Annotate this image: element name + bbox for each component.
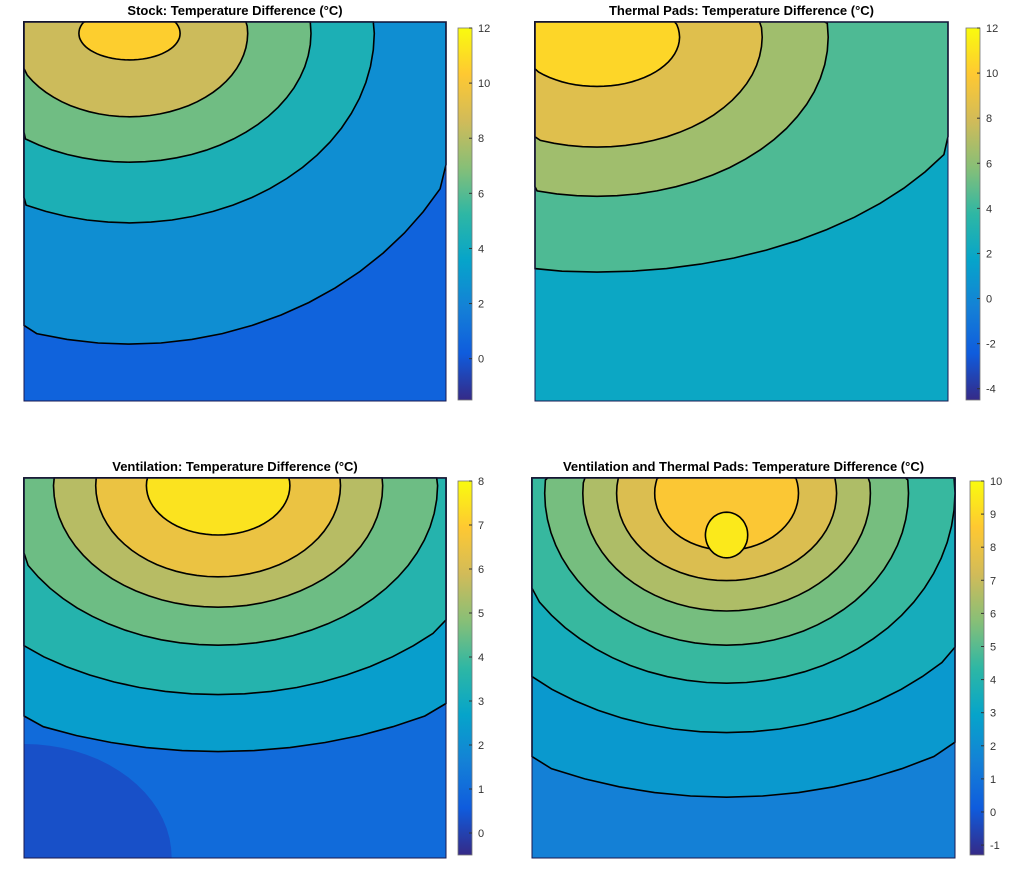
plot-area [531,477,956,858]
colorbar-tick-label: 10 [990,476,1002,488]
colorbar-tick-label: 5 [990,641,996,653]
colorbar [457,27,473,401]
colorbar-tick-label: 9 [990,509,996,521]
colorbar-tick-label: 3 [478,696,484,708]
colorbar-tick-label: 10 [986,68,998,80]
colorbar-tick-label: 4 [986,203,992,215]
plot-border [23,21,447,402]
colorbar-tick-label: 7 [478,520,484,532]
colorbar-tick-label: 0 [478,354,484,366]
colorbar-tick-label: 3 [990,708,996,720]
colorbar-tick-label: 0 [478,828,484,840]
plot-area [23,477,447,858]
colorbar-tick-label: 7 [990,575,996,587]
heatmap-panel-1: Stock: Temperature Difference (°C) 12 10 8 6… [23,3,490,402]
colorbar-tick-label: -2 [986,339,996,351]
colorbar-tick-label: -4 [986,384,996,396]
plot-border [23,477,447,859]
colorbar-tick-label: 2 [986,248,992,260]
contour-level-9 [704,511,749,559]
heatmap-panel-3: Ventilation: Temperature Difference (°C)… [23,459,484,859]
cool-region [24,744,172,858]
colorbar [969,480,985,856]
heatmap-panel-2: Thermal Pads: Temperature Difference (°C… [534,3,998,402]
colorbar-tick-label: 6 [478,188,484,200]
panel-title: Ventilation: Temperature Difference (°C) [112,459,358,474]
colorbar-tick-label: 6 [990,608,996,620]
colorbar-tick-label: 5 [478,608,484,620]
colorbar-tick-label: 12 [986,23,998,35]
colorbar-tick-label: -1 [990,840,1000,852]
colorbar-tick-label: 2 [990,741,996,753]
plot-area [534,21,949,401]
colorbar-tick-label: 8 [990,542,996,554]
panel-title: Stock: Temperature Difference (°C) [127,3,342,18]
colorbar-tick-label: 1 [478,784,484,796]
colorbar-tick-label: 6 [478,564,484,576]
colorbar-tick-label: 8 [986,113,992,125]
colorbar-tick-label: 12 [478,23,490,35]
colorbar [457,480,473,856]
colorbar-tick-label: 0 [990,807,996,819]
colorbar-tick-label: 4 [478,652,484,664]
heatmap-panel-4: Ventilation and Thermal Pads: Temperatur… [531,459,1002,859]
colorbar-tick-label: 1 [990,774,996,786]
colorbar-tick-label: 2 [478,740,484,752]
colorbar-tick-label: 8 [478,476,484,488]
plot-area [23,21,447,401]
plot-border [531,477,956,859]
panel-title: Thermal Pads: Temperature Difference (°C… [609,3,874,18]
colorbar-tick-label: 6 [986,158,992,170]
colorbar-tick-label: 4 [990,675,996,687]
colorbar-tick-label: 10 [478,78,490,90]
colorbar-tick-label: 4 [478,243,484,255]
panel-title: Ventilation and Thermal Pads: Temperatur… [563,459,924,474]
colorbar-tick-label: 8 [478,133,484,145]
colorbar [965,27,981,401]
colorbar-tick-label: 2 [478,299,484,311]
colorbar-tick-label: 0 [986,294,992,306]
plot-border [534,21,949,402]
